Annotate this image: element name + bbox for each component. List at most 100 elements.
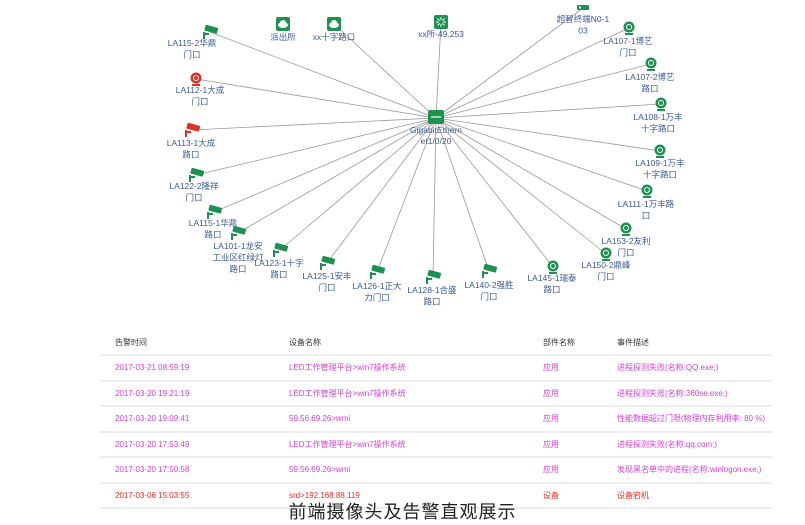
table-header: 告警时间 设备名称 部件名称 事件描述 [100, 330, 772, 356]
link-line [435, 117, 661, 152]
camera-icon [189, 167, 205, 182]
webcam-icon [620, 222, 632, 236]
cell-part: 应用 [528, 457, 602, 484]
topology-node[interactable]: 超智终端N0-1 03 [557, 5, 610, 36]
header-device: 设备名称 [274, 330, 528, 356]
topology-node[interactable]: xx十字路口 [313, 17, 356, 42]
node-label: LA126-1正大 [352, 281, 402, 291]
node-label: 门口 [318, 283, 335, 293]
cell-time: 2017-03-21 08:59:19 [100, 355, 274, 382]
camera-icon [185, 122, 201, 137]
link-line [376, 117, 437, 273]
node-label: LA115-2华鼎 [168, 38, 217, 48]
table-row[interactable]: 2017-03-20 19:09:41 59.56.69.26>wmi 应用 性能数据… [100, 406, 772, 433]
link-line [195, 78, 437, 119]
cell-time: 2017-03-20 19:09:41 [100, 406, 274, 433]
table-row[interactable]: 2017-03-20 19:21:19 LED工作管理平台>win7操作系统 应用进… [100, 380, 772, 407]
node-label: 路口 [423, 297, 440, 307]
camera-icon [231, 225, 247, 240]
table-row[interactable]: 2017-03-20 17:53:49 LED工作管理平台>win7操作系统 应用进… [100, 431, 772, 458]
link-line [435, 21, 442, 119]
link-line [435, 7, 584, 119]
cell-event: 性能数据超过门限(物理内存利用率: 80 %) [602, 406, 772, 433]
node-label: 工业区红绿灯 [212, 253, 264, 263]
table-row[interactable]: 2017-03-21 08:59:19 LED工作管理平台>win7操作系统 应用进… [100, 355, 772, 382]
caption: 前端摄像头及告警直观展示 [288, 502, 517, 522]
node-label: 路口 [182, 150, 199, 160]
node-label: 路口 [270, 270, 287, 280]
cell-part: 应用 [528, 431, 602, 458]
cell-device: 59.56.69.26>wmi [274, 457, 528, 484]
node-label: 门口 [617, 248, 634, 258]
node-label: 门口 [619, 48, 636, 58]
node-label: LA123-1十字 [254, 258, 303, 268]
node-label: LA111-1万丰路 [618, 199, 675, 209]
link-line [209, 31, 437, 119]
cell-event: 设备宕机 [602, 482, 772, 509]
center-label: GigabitEthern [410, 125, 462, 135]
link-line [432, 117, 437, 278]
link-line [191, 117, 437, 131]
node-label: xx所-49.253 [418, 29, 464, 39]
node-label: LA112-1大成 [176, 85, 225, 95]
cell-time: 2017-03-20 19:21:19 [100, 380, 274, 407]
node-label: 派出所 [270, 32, 296, 42]
camera-icon [482, 263, 498, 278]
link-line [237, 117, 437, 234]
topology-node[interactable]: xx所-49.253 [418, 15, 464, 39]
camera-icon [370, 264, 386, 279]
cell-time: 2017-03-20 17:53:49 [100, 431, 274, 458]
node-label: 路口 [543, 285, 560, 295]
node-label: 门口 [191, 97, 208, 107]
webcam-icon [547, 260, 559, 274]
link-line [213, 117, 437, 213]
node-label: LA109-1万丰 [635, 158, 685, 168]
cloud-icon [327, 17, 341, 31]
link-line [435, 117, 554, 268]
webcam-icon [654, 144, 666, 158]
hub-icon [434, 15, 448, 29]
links [191, 7, 662, 278]
node-label: LA150-2鼎峰 [581, 260, 631, 270]
topology-node[interactable]: 派出所 [270, 17, 296, 42]
link-line [435, 27, 630, 119]
table-row[interactable]: 2017-03-06 15:03:55 srd>192.168.88.119 设备设… [100, 482, 772, 509]
cell-event: 进程探测失败(名称:qq.com;) [602, 431, 772, 458]
switch-icon [428, 110, 444, 124]
table-row[interactable]: 2017-03-20 17:50:58 59.56.69.26>wmi 应用 发现黑名… [100, 457, 772, 484]
node-label: 路口 [641, 84, 658, 94]
header-part: 部件名称 [528, 330, 602, 356]
cell-device: srd>192.168.88.119 [274, 482, 528, 509]
node-label: xx十字路口 [313, 32, 356, 42]
link-line [435, 117, 490, 272]
link-line [195, 117, 437, 176]
node-label: LA122-2隆祥 [169, 181, 219, 191]
cell-device: LED工作管理平台>win7操作系统 [274, 431, 528, 458]
node-label: 门口 [185, 193, 202, 203]
camera-icon [273, 242, 289, 257]
node-label: 门口 [597, 272, 614, 282]
node-label: 03 [578, 26, 588, 36]
center-label: et1/0/20 [421, 136, 452, 146]
